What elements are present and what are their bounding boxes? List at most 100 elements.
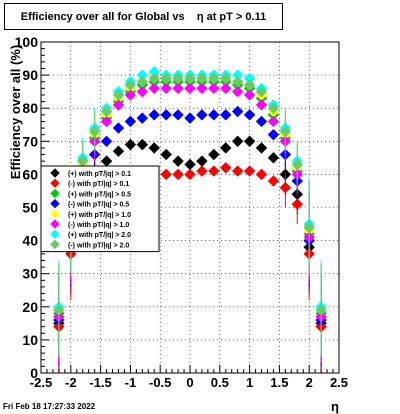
data-point: [112, 145, 125, 157]
data-point: [160, 109, 172, 121]
data-point: [184, 82, 196, 95]
legend-item: (+) with pT/|q| > 2.0: [50, 229, 131, 239]
legend-marker: [50, 188, 60, 199]
data-point: [112, 89, 125, 101]
x-tick-label: 0: [186, 375, 193, 390]
legend-label: (+) with pT/|q| > 0.5: [68, 191, 131, 198]
data-point: [267, 152, 280, 164]
timestamp-label: Fri Feb 18 17:27:33 2022: [3, 402, 96, 411]
data-point: [279, 125, 292, 138]
data-point: [136, 138, 149, 151]
data-point: [172, 109, 184, 121]
legend-item: (-) with pT/|q| > 0.5: [50, 198, 129, 209]
data-point: [53, 304, 65, 316]
data-point: [255, 85, 268, 98]
data-point: [172, 82, 184, 95]
x-tick-label: 0.5: [211, 375, 229, 390]
data-point: [231, 165, 244, 177]
data-point: [124, 138, 137, 151]
data-point: [148, 82, 160, 95]
data-point: [196, 165, 208, 177]
legend-label: (-) with pT/|q| > 0.1: [68, 181, 129, 188]
data-point: [100, 105, 113, 118]
series-8: [53, 72, 327, 357]
legend-marker: [50, 229, 60, 239]
legend-marker: [50, 239, 60, 250]
data-point: [220, 142, 232, 154]
data-point: [231, 85, 244, 98]
data-point: [196, 82, 208, 95]
data-point: [220, 82, 232, 95]
data-point: [184, 112, 196, 124]
y-tick-label: 30: [22, 266, 38, 282]
data-point: [208, 82, 220, 95]
data-point: [303, 221, 315, 234]
data-point: [196, 109, 208, 121]
data-point: [243, 135, 256, 148]
data-point: [255, 99, 268, 111]
legend-marker: [50, 198, 60, 209]
data-point: [136, 85, 149, 98]
chart-title: Efficiency over all for Global vs η at p…: [4, 3, 283, 30]
data-point: [279, 181, 292, 194]
data-point: [267, 102, 280, 114]
data-point: [184, 72, 196, 85]
data-point: [208, 109, 220, 121]
data-point: [160, 72, 172, 85]
data-point: [160, 148, 172, 161]
data-point: [100, 115, 113, 128]
data-point: [124, 79, 137, 91]
legend-box: [40, 165, 160, 253]
y-tick-label: 70: [22, 133, 38, 149]
y-tick-label: 0: [30, 365, 38, 381]
data-point: [315, 304, 327, 316]
legend-item: (+) with pT/|q| > 1.0: [50, 209, 131, 219]
data-point: [231, 105, 244, 118]
data-point: [243, 109, 256, 121]
legend-item: (+) with pT/|q| > 0.5: [50, 188, 131, 199]
data-point: [220, 162, 232, 174]
legend-label: (+) with pT/|q| > 2.0: [68, 232, 131, 239]
legend-marker: [50, 168, 60, 178]
data-point: [124, 89, 137, 101]
legend-item: (-) with pT/|q| > 2.0: [50, 239, 129, 250]
legend-marker: [50, 219, 60, 229]
y-tick-label: 20: [22, 299, 38, 315]
data-point: [255, 168, 268, 181]
data-point: [243, 165, 256, 177]
data-point: [243, 79, 256, 91]
x-tick-label: 1: [246, 375, 253, 390]
data-point: [148, 142, 160, 154]
data-point: [267, 115, 280, 128]
y-tick-label: 40: [22, 233, 38, 249]
x-tick-label: -1: [125, 375, 137, 390]
data-point: [255, 115, 268, 128]
data-point: [148, 109, 160, 121]
data-point: [255, 142, 268, 154]
x-tick-label: 2.5: [330, 375, 348, 390]
data-point: [160, 82, 172, 95]
x-tick-label: -2: [65, 375, 77, 390]
y-tick-label: 10: [22, 332, 38, 348]
data-point: [220, 109, 232, 121]
legend-label: (+) with pT/|q| > 0.1: [68, 171, 131, 178]
y-tick-label: 80: [22, 100, 38, 116]
data-point: [208, 148, 220, 161]
x-tick-label: 2: [306, 375, 313, 390]
x-tick-label: -2.5: [30, 375, 52, 390]
legend-label: (-) with pT/|q| > 1.0: [68, 222, 129, 229]
data-point: [208, 165, 220, 177]
legend-label: (-) with pT/|q| > 2.0: [68, 242, 129, 249]
x-tick-label: -1.5: [89, 375, 111, 390]
axes: -2.5 -2 -1.5 -1 -0.5 0 0.5 1 1.5 2 2.5 0 10 20 30 40 50 6…: [15, 34, 348, 390]
data-point: [136, 76, 149, 88]
y-tick-label: 90: [22, 67, 38, 83]
data-point: [88, 125, 101, 138]
data-point: [267, 175, 280, 187]
data-point: [100, 135, 113, 148]
legend: (+) with pT/|q| > 0.1 (-) with pT/|q| > 0…: [40, 165, 160, 253]
data-point: [291, 198, 303, 210]
y-tick-label: 50: [22, 200, 38, 216]
data-point: [231, 76, 244, 88]
